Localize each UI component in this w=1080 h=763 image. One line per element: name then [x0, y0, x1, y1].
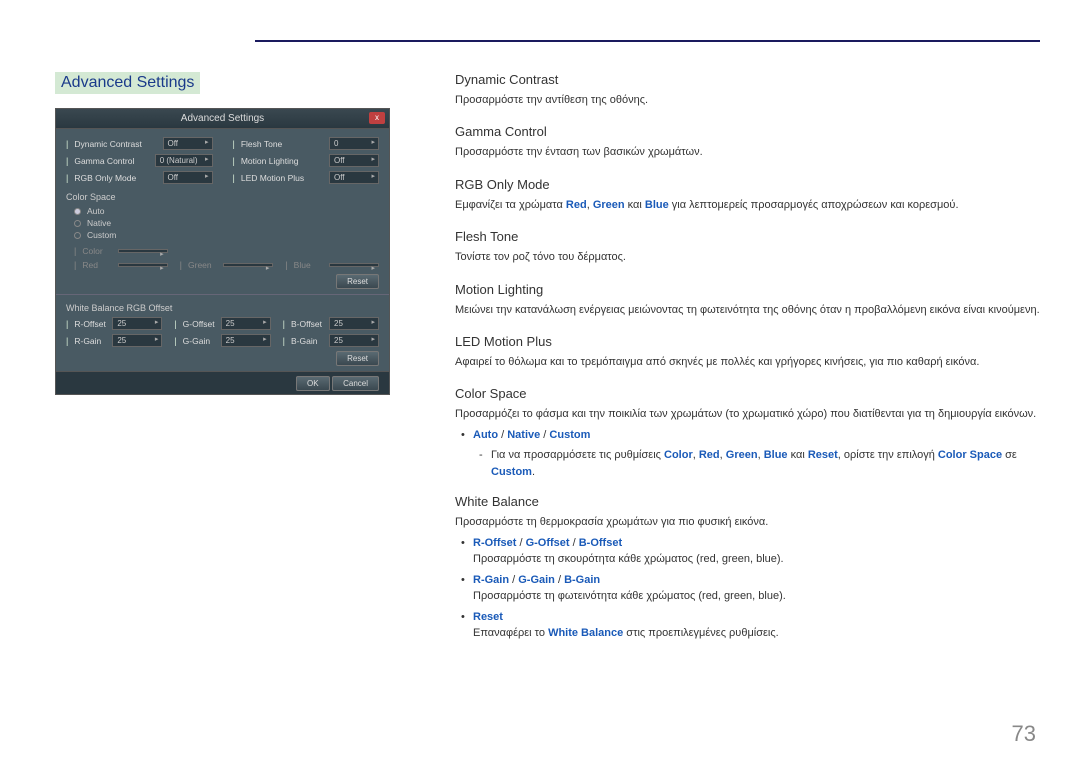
select-dynamic-contrast[interactable]: Off [163, 137, 213, 150]
li-wb-reset: Reset Επαναφέρει το White Balance στις π… [455, 609, 1040, 642]
row-b-gain: |B-Gain25 [283, 334, 379, 347]
radio-dot-icon [74, 208, 81, 215]
row-blue: |Blue [285, 260, 379, 270]
reset-button[interactable]: Reset [336, 274, 379, 289]
radio-native[interactable]: Native [74, 218, 379, 228]
h-flesh-tone: Flesh Tone [455, 229, 1040, 244]
select-green[interactable] [223, 263, 273, 267]
settings-panel: Advanced Settings x |Dynamic ContrastOff… [55, 108, 390, 395]
wb-reset-button[interactable]: Reset [336, 351, 379, 366]
select-g-offset[interactable]: 25 [221, 317, 271, 330]
select-g-gain[interactable]: 25 [221, 334, 271, 347]
p-rgb-only: Εμφανίζει τα χρώματα Red, Green και Blue… [455, 198, 1040, 213]
color-space-header: Color Space [66, 192, 379, 202]
h-color-space: Color Space [455, 386, 1040, 401]
select-motion-lighting[interactable]: Off [329, 154, 379, 167]
li-color-space-sub: Για να προσαρμόσετε τις ρυθμίσεις Color,… [473, 447, 1040, 480]
panel-title: Advanced Settings [181, 113, 264, 124]
row-flesh-tone: |Flesh Tone0 [233, 137, 380, 150]
select-gamma-control[interactable]: 0 (Natural) [155, 154, 213, 167]
select-b-gain[interactable]: 25 [329, 334, 379, 347]
row-r-gain: |R-Gain25 [66, 334, 162, 347]
p-dynamic-contrast: Προσαρμόστε την αντίθεση της οθόνης. [455, 93, 1040, 108]
li-color-space-options: Auto / Native / Custom Για να προσαρμόσε… [455, 427, 1040, 481]
li-wb-gain: R-Gain / G-Gain / B-Gain Προσαρμόστε τη … [455, 572, 1040, 605]
li-wb-offset: R-Offset / G-Offset / B-Offset Προσαρμόσ… [455, 535, 1040, 568]
radio-custom[interactable]: Custom [74, 230, 379, 240]
row-motion-lighting: |Motion LightingOff [233, 154, 380, 167]
h-white-balance: White Balance [455, 494, 1040, 509]
row-red: |Red [74, 260, 168, 270]
row-gamma-control: |Gamma Control0 (Natural) [66, 154, 213, 167]
row-green: |Green [180, 260, 274, 270]
select-red[interactable] [118, 263, 168, 267]
radio-dot-icon [74, 232, 81, 239]
select-rgb-only[interactable]: Off [163, 171, 213, 184]
p-gamma-control: Προσαρμόστε την ένταση των βασικών χρωμά… [455, 145, 1040, 160]
section-title: Advanced Settings [55, 72, 200, 94]
panel-titlebar: Advanced Settings x [56, 109, 389, 129]
top-rule [255, 40, 1040, 42]
h-gamma-control: Gamma Control [455, 124, 1040, 139]
radio-auto[interactable]: Auto [74, 206, 379, 216]
h-led-motion: LED Motion Plus [455, 334, 1040, 349]
row-rgb-only: |RGB Only ModeOff [66, 171, 213, 184]
select-b-offset[interactable]: 25 [329, 317, 379, 330]
ok-button[interactable]: OK [296, 376, 330, 391]
cancel-button[interactable]: Cancel [332, 376, 379, 391]
p-white-balance: Προσαρμόστε τη θερμοκρασία χρωμάτων για … [455, 515, 1040, 530]
p-flesh-tone: Τονίστε τον ροζ τόνο του δέρματος. [455, 250, 1040, 265]
page-number: 73 [1012, 721, 1036, 747]
p-motion-lighting: Μειώνει την κατανάλωση ενέργειας μειώνον… [455, 303, 1040, 318]
h-rgb-only: RGB Only Mode [455, 177, 1040, 192]
radio-dot-icon [74, 220, 81, 227]
row-dynamic-contrast: |Dynamic ContrastOff [66, 137, 213, 150]
select-r-offset[interactable]: 25 [112, 317, 162, 330]
row-led-motion: |LED Motion PlusOff [233, 171, 380, 184]
select-color[interactable] [118, 249, 168, 253]
select-led-motion[interactable]: Off [329, 171, 379, 184]
row-r-offset: |R-Offset25 [66, 317, 162, 330]
close-icon[interactable]: x [369, 112, 385, 124]
h-dynamic-contrast: Dynamic Contrast [455, 72, 1040, 87]
row-color: |Color [74, 246, 168, 256]
row-g-gain: |G-Gain25 [174, 334, 270, 347]
select-flesh-tone[interactable]: 0 [329, 137, 379, 150]
select-blue[interactable] [329, 263, 379, 267]
row-g-offset: |G-Offset25 [174, 317, 270, 330]
p-color-space: Προσαρμόζει το φάσμα και την ποικιλία τω… [455, 407, 1040, 422]
wb-header: White Balance RGB Offset [66, 303, 379, 313]
p-led-motion: Αφαιρεί το θόλωμα και το τρεμόπαιγμα από… [455, 355, 1040, 370]
h-motion-lighting: Motion Lighting [455, 282, 1040, 297]
select-r-gain[interactable]: 25 [112, 334, 162, 347]
row-b-offset: |B-Offset25 [283, 317, 379, 330]
